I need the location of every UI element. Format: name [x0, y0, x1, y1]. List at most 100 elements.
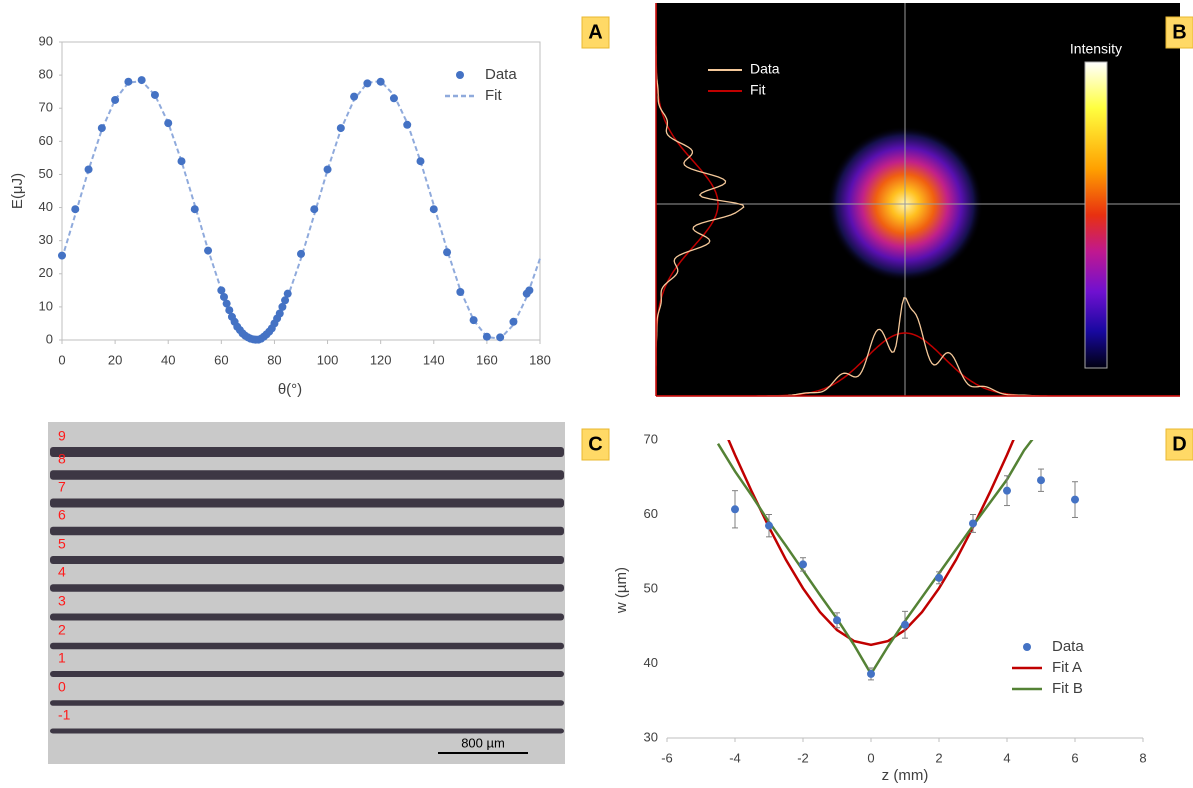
x-axis-label: θ(°): [278, 381, 302, 398]
legend-label: Data: [750, 61, 780, 77]
micrograph: 800 µm 9 8 7 6 5 4 3 2 1 0 -1: [48, 422, 565, 764]
y-tick-label: 70: [644, 431, 658, 446]
row-label: 1: [58, 650, 66, 666]
profile-data: [656, 297, 1180, 396]
fit-line: [727, 440, 1015, 647]
data-point: [496, 333, 505, 342]
data-point: [310, 205, 319, 214]
panel-label: B: [1172, 21, 1186, 43]
data-point: [799, 560, 807, 569]
data-point: [222, 299, 231, 308]
laser-track: [50, 447, 564, 457]
legend-label: Fit B: [1052, 680, 1083, 697]
y-tick-label: 20: [39, 265, 53, 280]
row-label: -1: [58, 707, 71, 723]
data-point: [275, 309, 284, 318]
laser-track: [50, 584, 564, 592]
data-point: [376, 77, 385, 86]
data-point: [867, 669, 875, 678]
row-label: 6: [58, 507, 66, 523]
laser-track: [50, 613, 564, 621]
data-point: [137, 76, 146, 85]
y-tick-label: 10: [39, 298, 53, 313]
laser-track: [50, 642, 564, 650]
y-tick-label: 30: [644, 729, 658, 744]
panel-label: D: [1172, 433, 1186, 455]
panel-label-box: [581, 16, 610, 49]
scale-bar-label: 800 µm: [461, 735, 505, 750]
data-point: [935, 573, 943, 582]
data-point: [509, 317, 518, 326]
x-tick-label: 140: [423, 352, 445, 367]
data-point: [456, 287, 465, 296]
panel-label-box: [1165, 16, 1193, 49]
y-tick-label: 50: [644, 580, 658, 595]
data-point: [84, 165, 93, 174]
fit-line: [61, 80, 541, 340]
data-point: [124, 77, 133, 86]
data-point: [482, 332, 491, 341]
y-tick-label: 80: [39, 67, 53, 82]
data-point: [416, 157, 425, 166]
laser-track: [50, 498, 564, 508]
data-point: [219, 292, 228, 301]
x-tick-label: 180: [529, 352, 551, 367]
row-label: 0: [58, 679, 66, 695]
x-tick-label: 2: [935, 750, 942, 765]
plot-area: [716, 440, 1079, 681]
data-point: [283, 289, 292, 298]
legend-symbol: [456, 71, 464, 79]
y-tick-label: 60: [39, 133, 53, 148]
data-point: [1037, 476, 1045, 485]
x-axis-label: z (mm): [882, 767, 929, 784]
data-point: [350, 92, 359, 101]
laser-track: [50, 700, 564, 706]
data-point: [111, 95, 120, 104]
data-point: [336, 124, 345, 133]
profile-fit: [656, 332, 1180, 396]
data-point: [363, 79, 372, 88]
data-point: [217, 286, 226, 295]
plot-area: [58, 76, 541, 344]
legend-label: Fit: [750, 82, 766, 98]
data-point: [765, 521, 773, 530]
x-tick-label: 160: [476, 352, 498, 367]
legend-label: Data: [485, 66, 517, 83]
data-point: [164, 119, 173, 128]
legend-label: Data: [1052, 638, 1084, 655]
x-tick-label: 0: [867, 750, 874, 765]
x-tick-label: 40: [161, 352, 175, 367]
data-point: [225, 306, 234, 315]
data-point: [58, 251, 66, 260]
panel-label: C: [588, 433, 602, 455]
y-tick-label: 40: [644, 655, 658, 670]
data-point: [204, 246, 213, 255]
row-label: 3: [58, 593, 66, 609]
laser-track: [50, 556, 564, 564]
row-label: 7: [58, 479, 66, 495]
x-tick-label: 0: [58, 352, 65, 367]
y-tick-label: 60: [644, 506, 658, 521]
laser-track: [50, 526, 564, 536]
y-axis-label: E(μJ): [9, 173, 26, 209]
data-point: [278, 302, 287, 311]
data-point: [731, 505, 739, 514]
data-point: [443, 248, 452, 257]
data-point: [525, 286, 534, 295]
legend-label: Fit A: [1052, 659, 1082, 676]
fit-line: [716, 440, 1034, 677]
panel-label-box: [1165, 428, 1193, 461]
data-point: [833, 616, 841, 625]
x-tick-label: 8: [1139, 750, 1146, 765]
y-tick-label: 50: [39, 166, 53, 181]
row-label: 5: [58, 536, 66, 552]
data-point: [469, 316, 478, 325]
row-label: 2: [58, 622, 66, 638]
data-point: [97, 124, 106, 133]
colorbar: [1084, 61, 1108, 369]
data-point: [969, 519, 977, 528]
x-tick-label: -2: [797, 750, 809, 765]
data-point: [281, 296, 290, 305]
x-tick-label: 60: [214, 352, 228, 367]
